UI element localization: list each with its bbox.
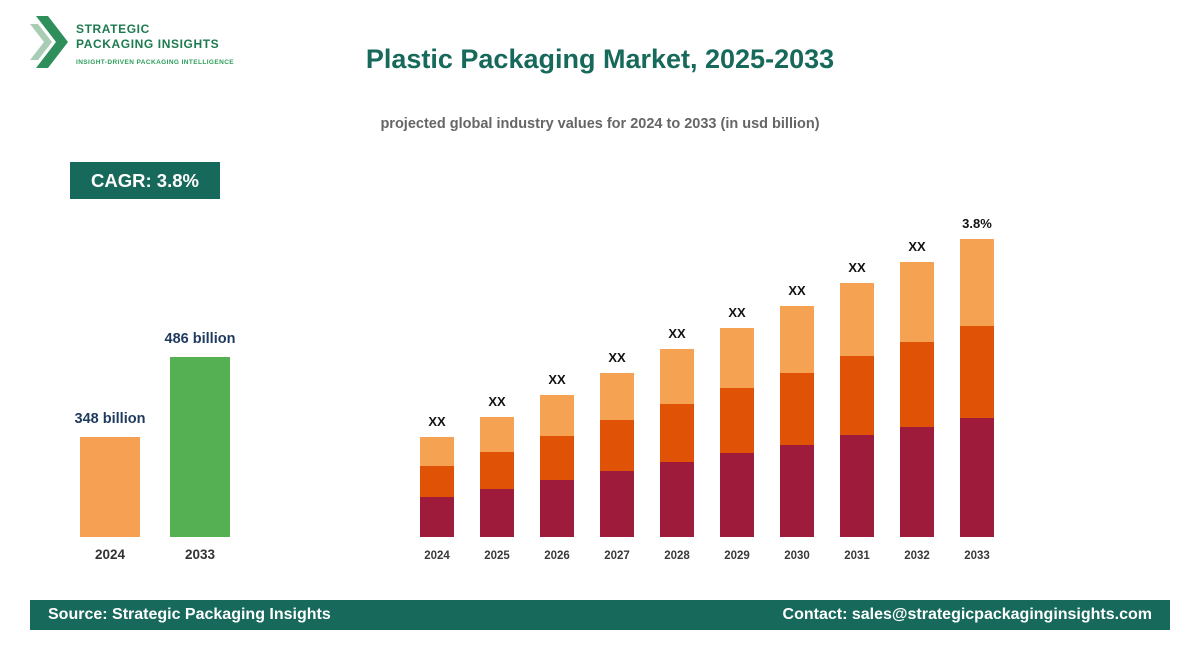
stacked-top-segment-2026 bbox=[540, 395, 574, 436]
stacked-bar-label: XX bbox=[908, 239, 926, 254]
stacked-year-label: 2028 bbox=[664, 550, 690, 562]
stacked-year-label: 2031 bbox=[844, 550, 870, 562]
stacked-top-segment-2029 bbox=[720, 328, 754, 388]
stacked-bar-label: XX bbox=[428, 414, 446, 429]
footer-bar: Source: Strategic Packaging Insights Con… bbox=[30, 600, 1170, 630]
logo-chevron-icon bbox=[30, 16, 68, 68]
summary-value-label: 348 billion bbox=[74, 411, 146, 427]
stacked-top-segment-2027 bbox=[600, 373, 634, 420]
stacked-bottom-segment-2028 bbox=[660, 462, 694, 537]
stacked-year-label: 2029 bbox=[724, 550, 750, 562]
stacked-bar-column-2032: XX 2032 bbox=[900, 212, 934, 562]
stacked-bottom-segment-2033 bbox=[960, 418, 994, 537]
stacked-bottom-segment-2029 bbox=[720, 453, 754, 537]
summary-value-label: 486 billion bbox=[164, 331, 236, 347]
footer-source: Source: Strategic Packaging Insights bbox=[48, 606, 331, 623]
stacked-bar-label: XX bbox=[848, 260, 866, 275]
stacked-top-segment-2033 bbox=[960, 239, 994, 326]
footer-contact: Contact: sales@strategicpackaginginsight… bbox=[782, 606, 1152, 623]
stacked-middle-segment-2029 bbox=[720, 388, 754, 453]
stacked-bar-label: XX bbox=[728, 305, 746, 320]
stacked-bottom-segment-2032 bbox=[900, 427, 934, 537]
stacked-bottom-segment-2030 bbox=[780, 445, 814, 537]
stacked-middle-segment-2028 bbox=[660, 404, 694, 462]
stacked-bar-column-2024: XX 2024 bbox=[420, 212, 454, 562]
stacked-year-label: 2027 bbox=[604, 550, 630, 562]
stacked-middle-segment-2032 bbox=[900, 342, 934, 427]
summary-year-label: 2024 bbox=[94, 547, 126, 562]
stacked-bar-column-2029: XX 2029 bbox=[720, 212, 754, 562]
stacked-top-segment-2024 bbox=[420, 437, 454, 466]
stacked-bar-label: XX bbox=[608, 350, 626, 365]
stacked-middle-segment-2025 bbox=[480, 452, 514, 489]
stacked-year-label: 2024 bbox=[424, 550, 450, 562]
summary-bar-2033 bbox=[170, 357, 230, 537]
stacked-bar-column-2030: XX 2030 bbox=[780, 212, 814, 562]
stacked-bottom-segment-2024 bbox=[420, 497, 454, 537]
stacked-year-label: 2032 bbox=[904, 550, 930, 562]
stacked-top-segment-2030 bbox=[780, 306, 814, 373]
stacked-year-label: 2030 bbox=[784, 550, 810, 562]
stacked-bar-column-2025: XX 2025 bbox=[480, 212, 514, 562]
stacked-year-label: 2025 bbox=[484, 550, 510, 562]
summary-bar-column-2024: 348 billion 2024 bbox=[75, 332, 146, 562]
stacked-middle-segment-2031 bbox=[840, 356, 874, 435]
stacked-middle-segment-2030 bbox=[780, 373, 814, 445]
stacked-top-segment-2032 bbox=[900, 262, 934, 342]
logo-line1: STRATEGIC bbox=[76, 22, 150, 36]
stacked-bar-label: XX bbox=[788, 283, 806, 298]
stacked-year-label: 2026 bbox=[544, 550, 570, 562]
page-title: Plastic Packaging Market, 2025-2033 bbox=[365, 44, 835, 74]
stacked-top-segment-2031 bbox=[840, 283, 874, 356]
stacked-middle-segment-2033 bbox=[960, 326, 994, 418]
logo-text: STRATEGIC PACKAGING INSIGHTS INSIGHT-DRI… bbox=[76, 14, 234, 66]
stacked-bar-column-2026: XX 2026 bbox=[540, 212, 574, 562]
stacked-top-segment-2025 bbox=[480, 417, 514, 452]
stacked-bottom-segment-2031 bbox=[840, 435, 874, 537]
logo: STRATEGIC PACKAGING INSIGHTS INSIGHT-DRI… bbox=[30, 14, 234, 70]
stacked-bottom-segment-2026 bbox=[540, 480, 574, 537]
cagr-badge: CAGR: 3.8% bbox=[70, 162, 220, 199]
stacked-bar-label: XX bbox=[548, 372, 566, 387]
chart-subtitle: projected global industry values for 202… bbox=[380, 116, 820, 132]
stacked-top-segment-2028 bbox=[660, 349, 694, 404]
summary-year-label: 2033 bbox=[184, 547, 216, 562]
summary-bar-column-2033: 486 billion 2033 bbox=[165, 331, 236, 562]
summary-bar-2024 bbox=[80, 437, 140, 537]
logo-tagline: INSIGHT-DRIVEN PACKAGING INTELLIGENCE bbox=[76, 59, 235, 66]
stacked-bar-column-2028: XX 2028 bbox=[660, 212, 694, 562]
stacked-bar-label: XX bbox=[488, 394, 506, 409]
stacked-bottom-segment-2027 bbox=[600, 471, 634, 537]
stacked-bar-label: XX bbox=[668, 326, 686, 341]
stacked-middle-segment-2027 bbox=[600, 420, 634, 471]
summary-bar-chart: 348 billion 2024 486 billion 2033 bbox=[75, 331, 236, 562]
stacked-middle-segment-2026 bbox=[540, 436, 574, 480]
stacked-bar-column-2031: XX 2031 bbox=[840, 212, 874, 562]
stacked-bar-column-2033: 3.8% 2033 bbox=[960, 212, 994, 562]
stacked-middle-segment-2024 bbox=[420, 466, 454, 497]
stacked-bar-label: 3.8% bbox=[962, 216, 992, 231]
stacked-bar-column-2027: XX 2027 bbox=[600, 212, 634, 562]
stacked-bar-chart: XX 2024 XX 2025 XX 2026 XX 2027 XX 2028 XX 2029 XX 20… bbox=[420, 212, 994, 562]
stacked-year-label: 2033 bbox=[964, 550, 990, 562]
logo-line2: PACKAGING INSIGHTS bbox=[76, 37, 220, 51]
stacked-bottom-segment-2025 bbox=[480, 489, 514, 537]
